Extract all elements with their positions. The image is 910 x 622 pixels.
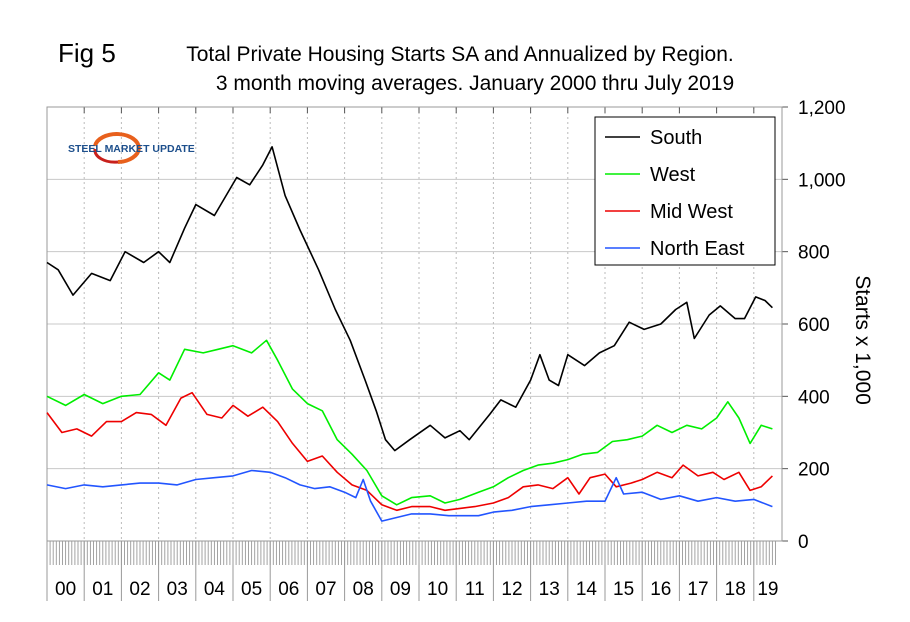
- y-tick-label: 600: [798, 315, 830, 336]
- series-line-north-east: [46, 469, 773, 522]
- legend-label: West: [650, 164, 696, 186]
- logo-swoosh-red: [93, 148, 119, 164]
- logo-swoosh: [93, 132, 141, 164]
- series-line-mid-west: [46, 391, 773, 512]
- x-tick-label: 18: [725, 579, 746, 600]
- x-tick-label: 01: [92, 579, 113, 600]
- x-tick-label: 09: [390, 579, 411, 600]
- legend-box: [594, 116, 776, 266]
- x-tick-label: 06: [278, 579, 299, 600]
- x-tick-label: 07: [315, 579, 336, 600]
- series-line-south: [46, 146, 773, 452]
- x-tick-label: 00: [55, 579, 76, 600]
- x-tick-label: 14: [576, 579, 598, 600]
- chart-title: Total Private Housing Starts SA and Annu…: [186, 43, 734, 66]
- month-ticks: [46, 541, 776, 565]
- y-tick-label: 400: [798, 387, 830, 408]
- x-tick-label: 13: [539, 579, 560, 600]
- y-tick-label: 200: [798, 460, 830, 481]
- y-tick-label: 1,000: [798, 170, 846, 191]
- y-tick-label: 1,200: [798, 98, 846, 119]
- x-tick-label: 03: [167, 579, 188, 600]
- legend-label: South: [650, 127, 702, 149]
- y-tick-label: 800: [798, 243, 830, 264]
- x-tick-label: 11: [465, 579, 485, 600]
- legend-label: North East: [650, 238, 745, 260]
- x-tick-label: 12: [501, 579, 522, 600]
- chart-subtitle: 3 month moving averages. January 2000 th…: [215, 72, 735, 95]
- x-tick-label: 02: [129, 579, 150, 600]
- x-tick-label: 16: [650, 579, 671, 600]
- legend: South West Mid West North East: [594, 116, 776, 266]
- plot-frame: [46, 106, 783, 542]
- x-tick-label: 04: [204, 579, 226, 600]
- x-tick-label: 08: [353, 579, 374, 600]
- x-tick-label: 05: [241, 579, 262, 600]
- x-tick-label: 19: [757, 579, 778, 600]
- x-tick-label: 15: [613, 579, 634, 600]
- x-tick-label: 10: [427, 579, 448, 600]
- y-axis-label: Starts x 1,000: [851, 275, 874, 405]
- x-tick-label: 17: [687, 579, 708, 600]
- chart-title-block: Total Private Housing Starts SA and Annu…: [140, 40, 780, 98]
- logo-text: STEEL MARKET UPDATE: [68, 143, 195, 155]
- steel-market-update-logo: STEEL MARKET UPDATE: [68, 132, 195, 164]
- series-line-west: [46, 339, 773, 506]
- y-tick-label: 0: [798, 532, 809, 553]
- figure-label: Fig 5: [58, 38, 116, 68]
- legend-label: Mid West: [650, 201, 733, 223]
